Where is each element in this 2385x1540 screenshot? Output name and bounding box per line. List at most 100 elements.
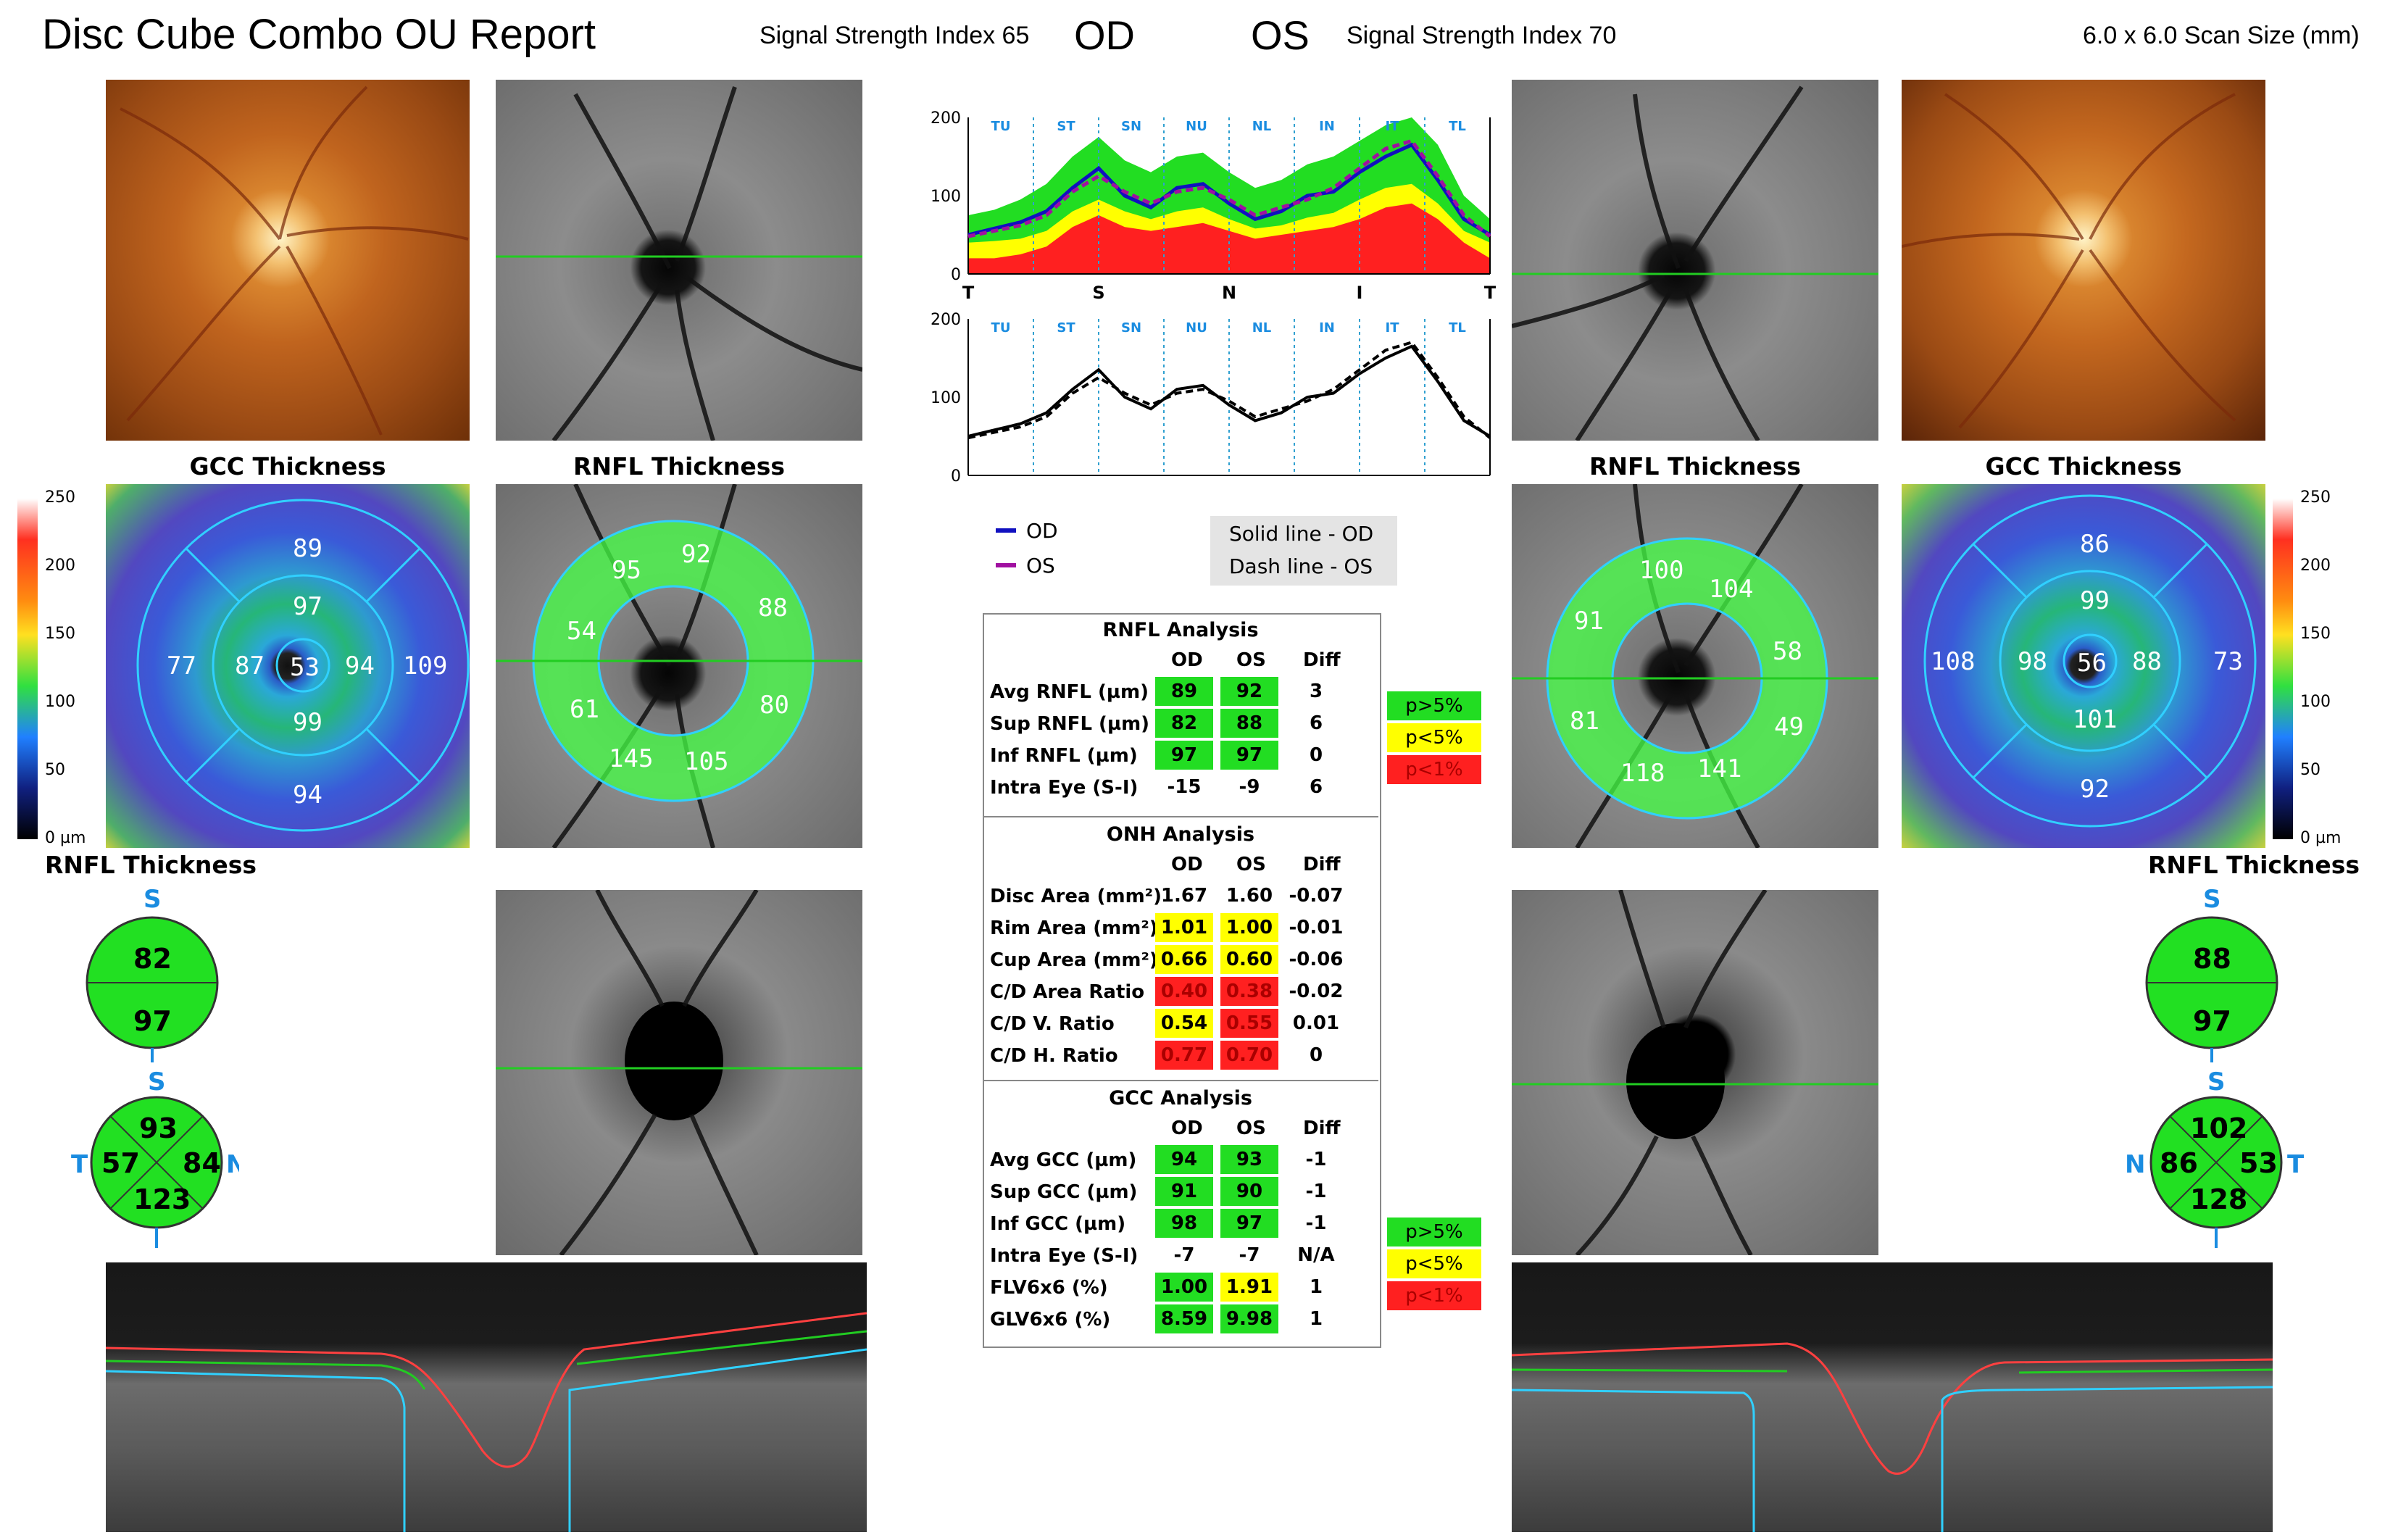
chart0-ytick: 0 xyxy=(951,266,961,284)
rnfl_table-cell-os: 97 xyxy=(1220,741,1278,770)
onh_table-row-label: C/D V. Ratio xyxy=(990,1013,1115,1035)
gcc_table-row-label: Sup GCC (µm) xyxy=(990,1181,1138,1203)
od-cb-200: 200 xyxy=(45,557,75,575)
gcc_table-cell-od: 8.59 xyxy=(1155,1304,1213,1333)
chart0-ytick: 100 xyxy=(931,188,961,206)
rnfl_table-cell-diff: 6 xyxy=(1309,712,1323,734)
od-cb-50: 50 xyxy=(45,761,65,779)
gcc_table-cell-od: 91 xyxy=(1155,1177,1213,1206)
os-rnfl-n1: 58 xyxy=(1773,637,1802,666)
od-enface-vessels xyxy=(496,86,862,441)
gcc_table-row-label: Intra Eye (S-I) xyxy=(990,1245,1139,1267)
chart1-series-OS xyxy=(967,341,1491,440)
onh_table-row-label: C/D H. Ratio xyxy=(990,1045,1118,1067)
os-bscan-layers xyxy=(1512,1342,2273,1532)
od-rnfl-t1: 54 xyxy=(567,617,596,646)
gcc_table-cell-os: 9.98 xyxy=(1220,1304,1278,1333)
os-disc-overlay xyxy=(1512,890,1878,1255)
chart0-xtick: T xyxy=(1484,283,1497,303)
od-gcc-map: 89 97 77 87 53 94 109 99 94 xyxy=(106,484,470,848)
gcc_table-legend-0: p>5% xyxy=(1387,1218,1481,1246)
onh_table-cell-os: 0.55 xyxy=(1220,1009,1278,1038)
rnfl_table-cell-os: 88 xyxy=(1220,709,1278,738)
os-enface-vessels xyxy=(1512,86,1878,441)
onh_table-row-label: Disc Area (mm²) xyxy=(990,886,1162,907)
od-quad-n-label: N xyxy=(226,1150,239,1179)
od-cb-0: 0 µm xyxy=(45,829,86,847)
os-rnfl-map: 100 104 58 91 81 49 118 141 xyxy=(1512,484,1878,848)
onh_table-cell-od: 0.77 xyxy=(1155,1041,1213,1070)
chart0-xtick: T xyxy=(962,283,975,303)
gcc_table-cell-os: 97 xyxy=(1220,1209,1278,1238)
od-fundus-vessels xyxy=(120,86,469,436)
gcc_table-legend-1: p<5% xyxy=(1387,1249,1481,1278)
rnfl_table-row-label: Intra Eye (S-I) xyxy=(990,777,1139,799)
od-rnfl-s1: 95 xyxy=(612,556,641,585)
rnfl_table-legend-0: p>5% xyxy=(1387,691,1481,720)
solid-line-note: Solid line - OD xyxy=(1229,522,1374,546)
gcc_table-col-od: OD xyxy=(1171,1117,1203,1139)
os-gcc-inner-s: 99 xyxy=(2080,586,2110,615)
onh_table-cell-diff: 0 xyxy=(1309,1044,1323,1066)
os-rnfl-hemi-title: RNFL Thickness xyxy=(2148,851,2360,879)
od-rnfl-ring: 95 92 88 54 61 80 145 105 xyxy=(496,484,862,848)
gcc_table-cell-od: 98 xyxy=(1155,1209,1213,1238)
onh_table-cell-diff: -0.07 xyxy=(1289,885,1344,907)
onh_table-col-od: OD xyxy=(1171,854,1203,875)
gcc_table-cell-diff: 1 xyxy=(1309,1308,1323,1330)
rnfl_table-title: RNFL Analysis xyxy=(1102,619,1259,641)
scan-size: 6.0 x 6.0 Scan Size (mm) xyxy=(2083,22,2360,49)
os-disc-image xyxy=(1512,890,1878,1255)
gcc_table-title: GCC Analysis xyxy=(1109,1087,1252,1110)
chart0-segment-label: SN xyxy=(1121,119,1141,134)
os-gcc-inner-n: 88 xyxy=(2132,647,2162,676)
chart1-segment-label: NL xyxy=(1252,320,1272,336)
gcc_table-separator xyxy=(983,1080,1378,1081)
od-gcc-title: GCC Thickness xyxy=(189,452,386,480)
line-style-legend: Solid line - OD Dash line - OS xyxy=(1210,516,1397,586)
gcc_table-legend-2: p<1% xyxy=(1387,1281,1481,1310)
od-label: OD xyxy=(1074,12,1135,58)
od-quad-s-label: S xyxy=(148,1067,166,1096)
chart0-segment-label: ST xyxy=(1057,119,1075,134)
os-quad-inf: 128 xyxy=(2190,1183,2247,1215)
od-quad-nas: 84 xyxy=(183,1147,221,1179)
od-rnfl-n1: 88 xyxy=(758,594,788,623)
od-gcc-n: 109 xyxy=(403,652,447,680)
chart-legend: OD OS xyxy=(996,519,1058,578)
chart1-xtick: S xyxy=(1092,484,1104,486)
os-gcc-center: 56 xyxy=(2077,649,2107,678)
od-gcc-inner-n: 94 xyxy=(345,652,375,680)
os-rnfl-t1: 91 xyxy=(1574,607,1604,636)
os-cb-200: 200 xyxy=(2300,557,2331,575)
os-cb-250: 250 xyxy=(2300,488,2331,507)
onh_table-col-diff: Diff xyxy=(1303,854,1341,875)
os-gcc-map: 86 99 108 98 56 88 73 101 92 xyxy=(1902,484,2265,848)
od-disc-image xyxy=(496,890,862,1255)
onh_table-cell-diff: -0.01 xyxy=(1289,917,1344,938)
onh_table-title: ONH Analysis xyxy=(1106,823,1255,846)
od-hemi-inf: 97 xyxy=(133,1005,172,1037)
od-fundus-photo xyxy=(106,80,470,441)
chart0-segment-label: NL xyxy=(1252,119,1272,134)
od-quad-sup: 93 xyxy=(139,1112,178,1144)
os-rnfl-title: RNFL Thickness xyxy=(1589,452,1802,480)
od-rnfl-i2: 105 xyxy=(684,747,728,776)
od-signal-strength: Signal Strength Index 65 xyxy=(759,22,1030,49)
rnfl_table-col-os: OS xyxy=(1236,649,1266,671)
os-rnfl-s1: 100 xyxy=(1639,556,1683,585)
onh_table-cell-diff: -0.06 xyxy=(1289,949,1344,970)
od-quad-t-label: T xyxy=(71,1150,88,1179)
chart0-segment-label: TL xyxy=(1449,119,1466,134)
od-gcc-inner-s: 97 xyxy=(293,592,322,621)
od-quad-inf: 123 xyxy=(133,1183,191,1215)
od-bscan-layers xyxy=(106,1312,867,1532)
chart1-xtick: N xyxy=(1222,484,1236,486)
onh_table-cell-os: 0.70 xyxy=(1220,1041,1278,1070)
od-gcc-inner-i: 99 xyxy=(293,708,322,737)
od-rnfl-t2: 61 xyxy=(570,695,599,724)
os-cb-0: 0 µm xyxy=(2300,829,2342,847)
chart1-xtick: I xyxy=(1357,484,1363,486)
rnfl_table-row-label: Avg RNFL (µm) xyxy=(990,681,1149,703)
gcc_table-col-os: OS xyxy=(1236,1117,1266,1139)
